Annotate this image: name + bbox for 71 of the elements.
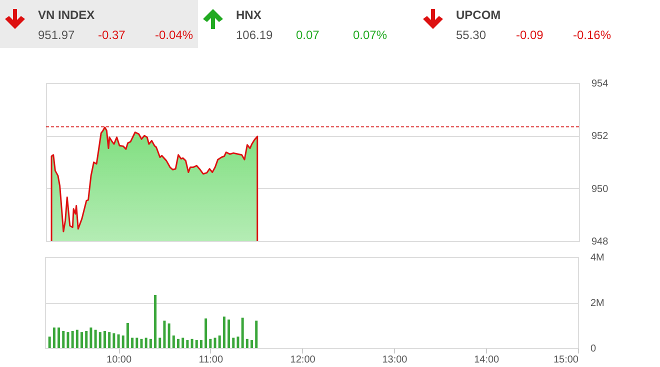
bar — [98, 332, 102, 348]
bar — [168, 323, 170, 348]
bar — [182, 338, 184, 348]
bar — [200, 340, 202, 348]
bar — [255, 320, 258, 348]
bar — [117, 334, 120, 348]
x-tick-label: 11:00 — [198, 354, 224, 366]
bar — [241, 318, 244, 348]
bar — [218, 335, 221, 348]
bar — [108, 332, 111, 348]
text: 55.30 — [456, 28, 486, 42]
text: 0.07% — [353, 28, 388, 42]
bar — [112, 333, 116, 348]
x-tick-label: 15:00 — [553, 354, 579, 366]
x-tick-label: 10:00 — [106, 354, 132, 366]
bar — [80, 332, 84, 348]
bar — [209, 338, 212, 348]
bar — [222, 316, 226, 348]
bar — [214, 338, 216, 348]
bar — [48, 336, 51, 348]
text: -0.16% — [573, 28, 612, 42]
bar — [158, 338, 162, 348]
x-tick-label: 12:00 — [290, 354, 316, 366]
bar — [140, 338, 143, 348]
bar — [228, 320, 230, 348]
bar — [58, 328, 60, 348]
text: 0.07 — [296, 28, 320, 42]
text: 951.97 — [38, 28, 75, 42]
y-tick-label: 2M — [590, 298, 604, 309]
bar — [66, 332, 70, 348]
bar — [204, 318, 208, 348]
y-tick-label: 4M — [590, 252, 604, 264]
y-tick-label: 0 — [590, 344, 596, 354]
text: 106.19 — [236, 28, 273, 42]
x-tick-label: 14:00 — [474, 354, 500, 366]
bar — [76, 330, 78, 348]
bar — [154, 294, 157, 348]
bar — [172, 335, 175, 348]
bar — [71, 330, 74, 348]
bar — [177, 338, 180, 348]
bar — [126, 322, 129, 348]
bar — [62, 330, 65, 348]
bar — [94, 330, 97, 348]
bar — [136, 338, 138, 348]
bar — [52, 328, 56, 348]
x-tick-label: 13:00 — [382, 354, 408, 366]
bar — [195, 340, 198, 348]
text: HNX — [236, 8, 262, 22]
bar — [186, 340, 189, 348]
bar — [236, 336, 240, 348]
text: -0.04% — [155, 28, 194, 42]
bar — [149, 338, 152, 348]
y-tick-label: 948 — [592, 236, 609, 248]
bar — [163, 320, 166, 348]
text: UPCOM — [456, 8, 501, 22]
text: -0.09 — [516, 28, 544, 42]
bar — [103, 330, 106, 348]
bar — [232, 338, 235, 348]
text: -0.37 — [98, 28, 126, 42]
y-tick-label: 950 — [592, 184, 609, 195]
bar — [85, 330, 88, 348]
y-tick-label: 952 — [592, 131, 609, 142]
bar — [250, 340, 254, 348]
bar — [144, 338, 148, 348]
bar — [90, 328, 92, 348]
y-tick-label: 954 — [592, 78, 609, 90]
bar — [122, 335, 124, 348]
bar — [246, 338, 248, 348]
bar — [131, 338, 134, 348]
bar — [190, 338, 194, 348]
text: VN INDEX — [38, 8, 95, 22]
